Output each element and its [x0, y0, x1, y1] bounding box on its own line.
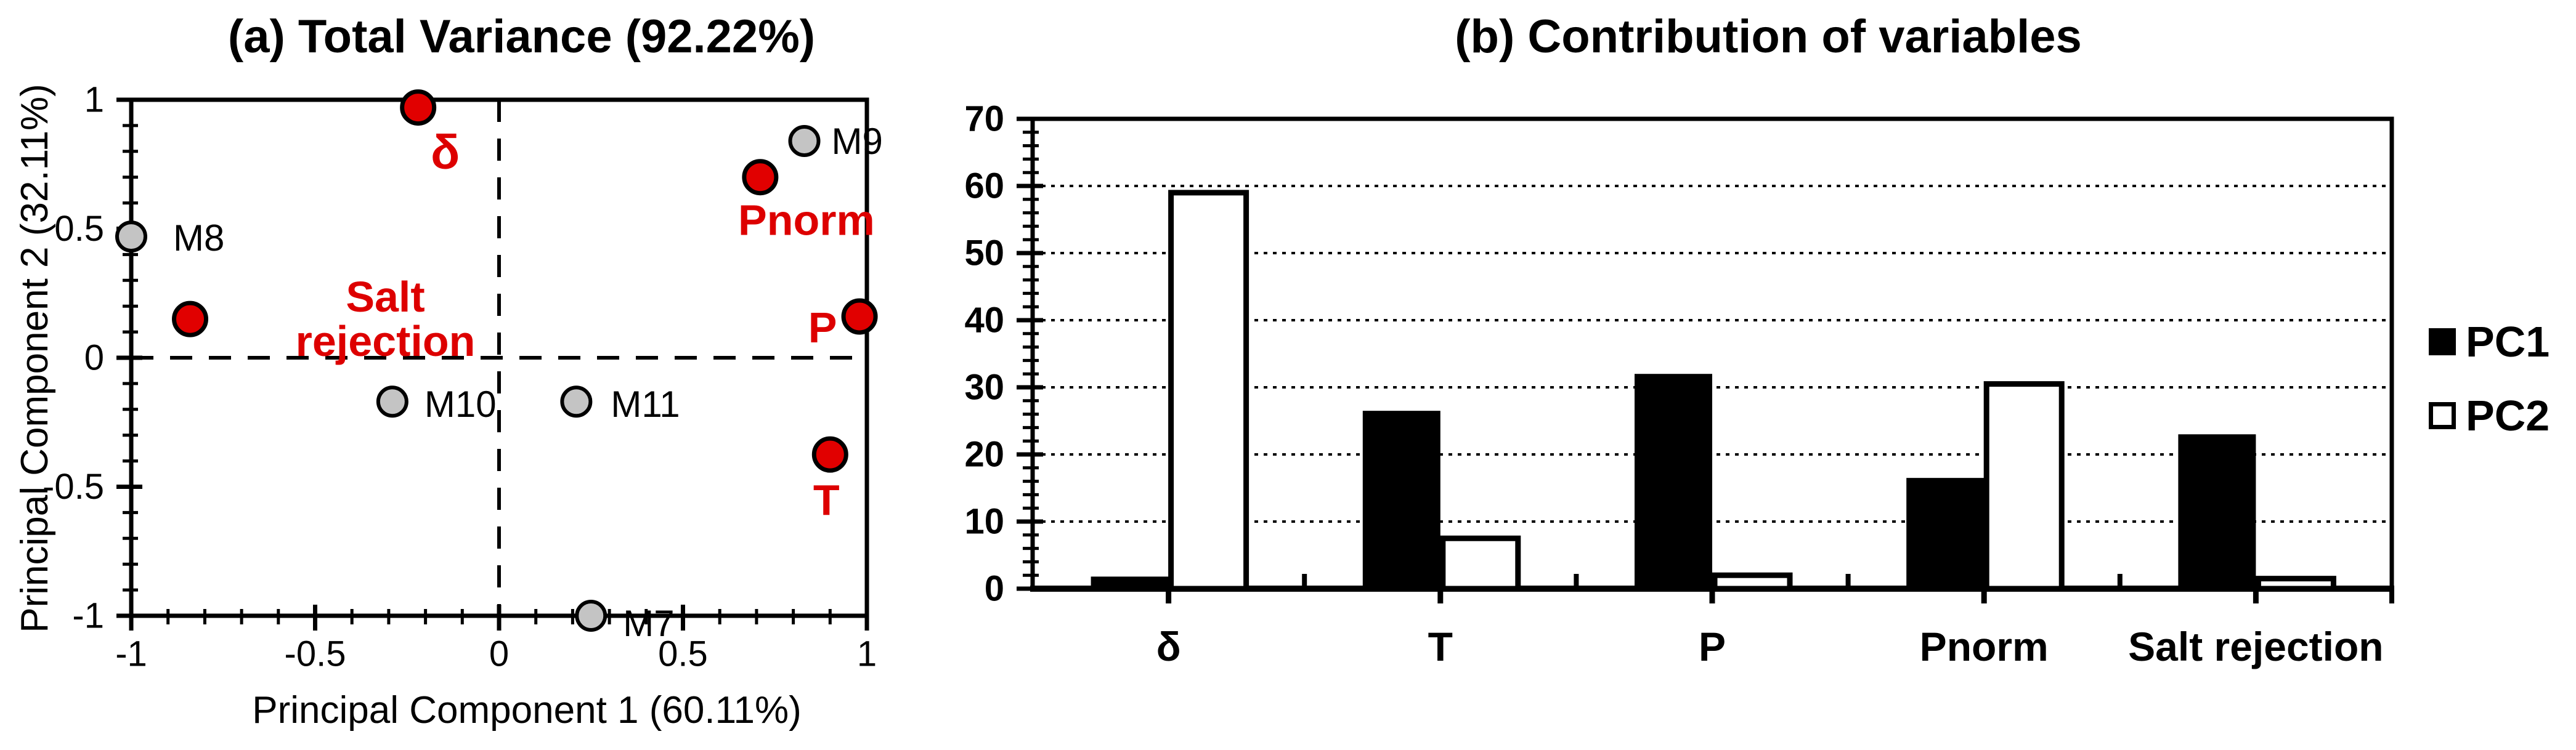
scatter-x-tick-label: 0 [489, 634, 509, 674]
bar-category-label-Pnorm: Pnorm [1920, 624, 2049, 669]
scatter-point-Pnorm [742, 159, 779, 196]
scatter-point-T [811, 436, 848, 473]
bar-pc2-T [1440, 535, 1521, 592]
scatter-x-tick-label: 1 [857, 634, 877, 674]
bar-category-label-δ: δ [1156, 624, 1181, 669]
scatter-y-axis-title: Principal Component 2 (32.11%) [14, 84, 56, 633]
pc2-swatch-icon [2429, 402, 2456, 429]
bar-pc2-Pnorm [1983, 381, 2065, 592]
bar-pc1-P [1635, 374, 1712, 589]
scatter-point-label-M7: M7 [623, 603, 674, 644]
bar-y-tick-label: 20 [964, 435, 1004, 475]
scatter-point-M8 [115, 220, 147, 253]
scatter-point-label-T: T [813, 476, 840, 524]
scatter-point-label-M11: M11 [611, 384, 680, 425]
bar-y-tick-label: 40 [964, 300, 1004, 341]
bar-y-tick-label: 60 [964, 166, 1004, 206]
bar-y-tick-label: 0 [985, 569, 1004, 609]
bar-category-label-Salt-rejection: Salt rejection [2128, 624, 2383, 669]
bar-y-tick-label: 50 [964, 233, 1004, 273]
bar-pc1-Pnorm [1906, 478, 1985, 589]
scatter-x-tick-label: 0.5 [658, 634, 708, 674]
scatter-x-tick-label: -1 [115, 634, 147, 674]
bar-pc2-δ [1168, 190, 1249, 592]
legend-entry-pc1: PC1 [2429, 317, 2550, 366]
legend-entry-pc2: PC2 [2429, 391, 2550, 440]
scatter-y-tick-label: 1 [84, 80, 104, 120]
scatter-point-δ [400, 89, 437, 126]
bar-y-tick-label: 70 [964, 99, 1004, 139]
bar-chart-legend: PC1 PC2 [2429, 317, 2550, 440]
bar-pc1-Salt-rejection [2178, 434, 2256, 589]
legend-label-pc2: PC2 [2466, 392, 2550, 440]
scatter-x-tick-label: -0.5 [285, 634, 346, 674]
scatter-point-label-M8: M8 [173, 217, 224, 259]
scatter-point-M7 [575, 600, 607, 632]
scatter-point-M9 [788, 125, 821, 158]
scatter-point-label-Pnorm: Pnorm [738, 196, 875, 244]
scatter-y-tick-label: -1 [72, 596, 104, 636]
scatter-x-axis-title: Principal Component 1 (60.11%) [252, 689, 802, 732]
scatter-y-tick-label: 0 [84, 338, 104, 378]
scatter-y-tick-label: -0.5 [43, 467, 104, 507]
scatter-chart-title: (a) Total Variance (92.22%) [227, 10, 816, 63]
scatter-point-label-Salt: Salt rejection [296, 273, 476, 365]
scatter-point-label-M9: M9 [832, 121, 883, 162]
bar-y-tick-label: 30 [964, 368, 1004, 408]
scatter-point-label-δ: δ [431, 125, 460, 179]
scatter-point-M10 [376, 385, 408, 418]
pc1-swatch-icon [2429, 328, 2456, 355]
scatter-point-Salt-rejection [172, 300, 209, 337]
bar-y-tick-label: 10 [964, 502, 1004, 542]
bar-category-label-P: P [1699, 624, 1726, 669]
bar-pc2-P [1712, 572, 1793, 592]
scatter-point-label-P: P [808, 304, 837, 352]
scatter-point-label-M10: M10 [425, 384, 497, 425]
bar-pc2-Salt-rejection [2255, 576, 2336, 592]
bar-category-label-T: T [1428, 624, 1453, 669]
bar-pc1-δ [1091, 576, 1169, 589]
scatter-point-M11 [560, 385, 593, 418]
scatter-point-P [841, 298, 878, 335]
scatter-y-tick-label: 0.5 [54, 209, 104, 249]
bar-chart-title: (b) Contribution of variables [1455, 10, 2082, 63]
bar-pc1-T [1362, 411, 1440, 589]
legend-label-pc1: PC1 [2466, 318, 2550, 366]
